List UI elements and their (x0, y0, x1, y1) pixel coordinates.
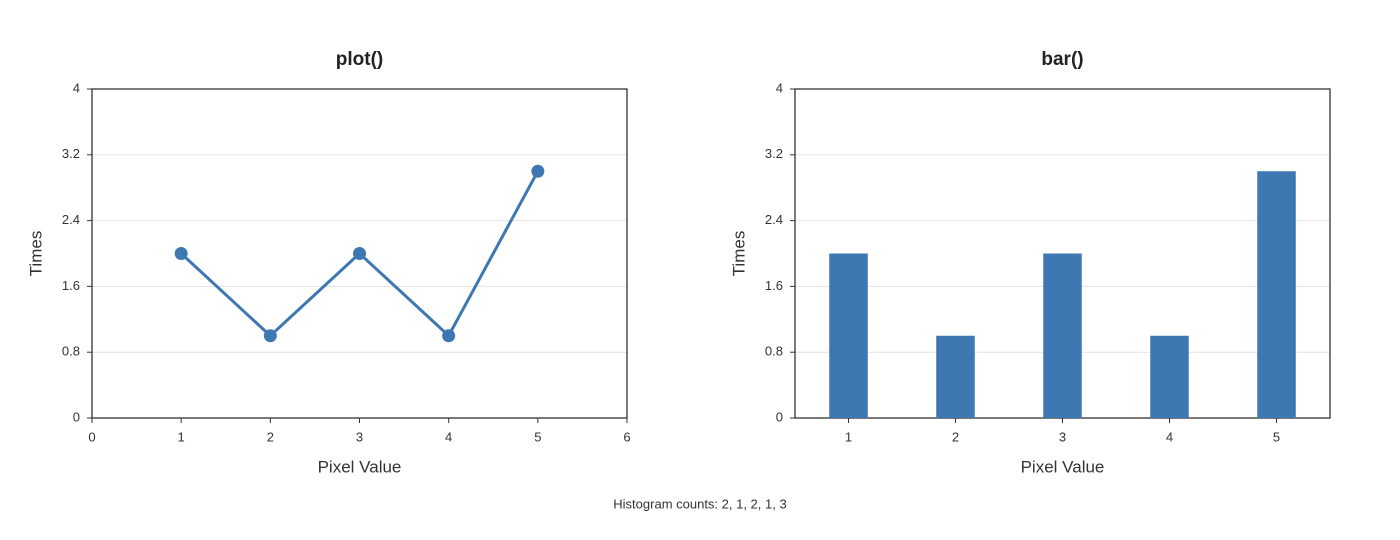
x-tick-label: 1 (845, 429, 852, 444)
bar (1257, 171, 1296, 418)
chart-title: plot() (336, 49, 383, 70)
x-tick-label: 5 (534, 429, 541, 444)
y-tick-label: 0 (73, 409, 80, 424)
bar (1043, 253, 1082, 418)
y-axis-label: Times (729, 231, 748, 277)
x-axis-label: Pixel Value (318, 457, 402, 476)
point (353, 247, 366, 260)
x-tick-label: 5 (1273, 429, 1280, 444)
y-tick-label: 0.8 (62, 344, 80, 359)
point (531, 164, 545, 178)
x-tick-label: 3 (1059, 429, 1066, 444)
y-tick-label: 4 (73, 80, 80, 95)
y-tick-label: 0.8 (765, 344, 783, 359)
y-tick-label: 0 (776, 409, 783, 424)
x-tick-label: 2 (952, 429, 959, 444)
x-tick-label: 2 (267, 429, 274, 444)
bar (829, 253, 868, 418)
y-tick-label: 3.2 (765, 146, 783, 161)
x-axis-label: Pixel Value (1021, 457, 1105, 476)
bar (936, 335, 975, 418)
x-tick-label: 4 (445, 429, 452, 444)
x-tick-label: 0 (88, 429, 95, 444)
y-tick-label: 4 (776, 80, 783, 95)
y-axis-label: Times (26, 231, 45, 277)
y-tick-label: 1.6 (62, 278, 80, 293)
point (442, 329, 456, 343)
x-tick-label: 4 (1166, 429, 1173, 444)
y-tick-label: 2.4 (765, 212, 783, 227)
x-tick-label: 1 (178, 429, 185, 444)
x-tick-label: 3 (356, 429, 363, 444)
point (263, 329, 277, 343)
point (174, 247, 188, 260)
chart-title: bar() (1041, 49, 1083, 70)
caption: Histogram counts: 2, 1, 2, 1, 3 (613, 496, 786, 511)
x-tick-label: 6 (623, 429, 630, 444)
y-tick-label: 2.4 (62, 212, 80, 227)
y-tick-label: 3.2 (62, 146, 80, 161)
bar (1150, 335, 1189, 418)
y-tick-label: 1.6 (765, 278, 783, 293)
